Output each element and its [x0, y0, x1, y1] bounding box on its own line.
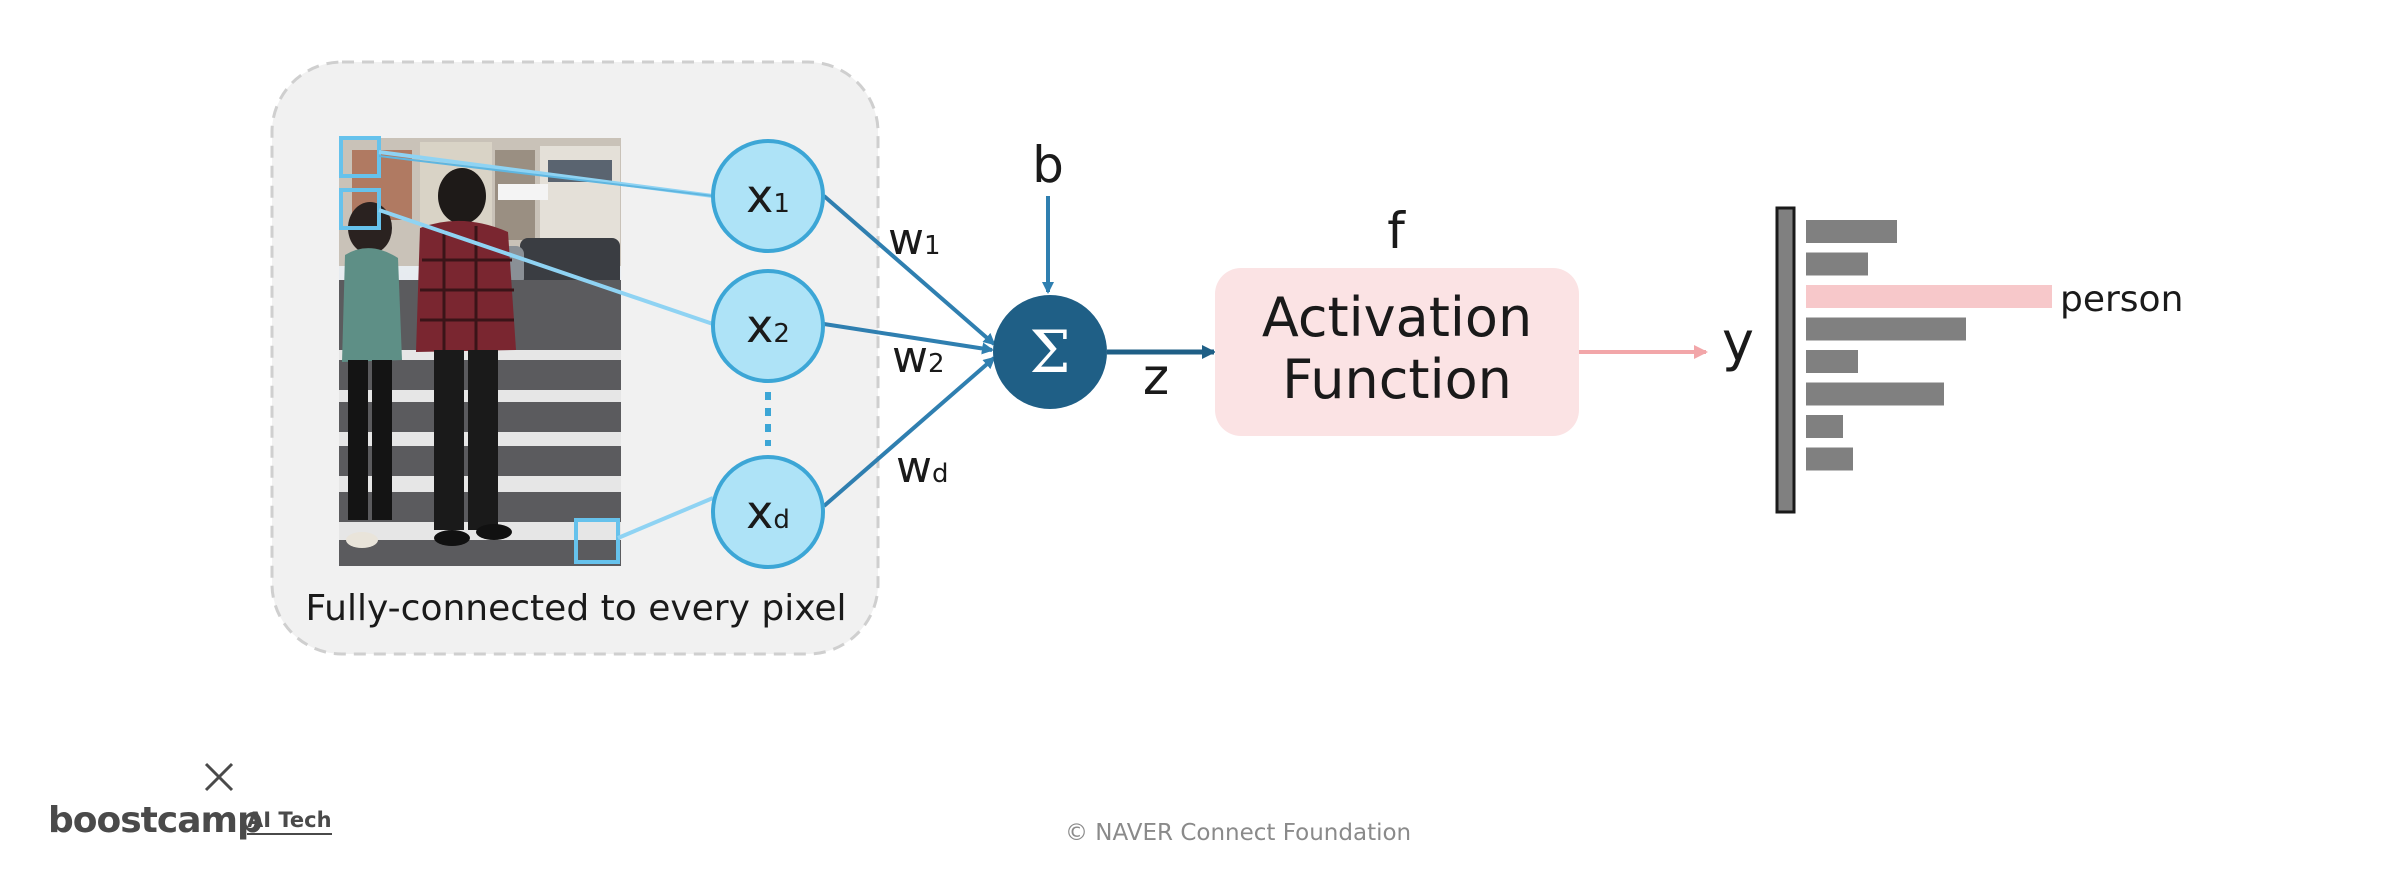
brand-logo-sub: AI Tech [247, 808, 332, 835]
pixel-box-2 [339, 188, 381, 230]
f-label: f [1387, 202, 1406, 260]
y-label: y [1722, 310, 1754, 373]
input-d-sub: d [773, 505, 790, 535]
svg-text:x2: x2 [746, 299, 790, 353]
street-photo [339, 138, 621, 566]
weight-label-2: w2 [892, 332, 945, 383]
brand-x-icon [204, 762, 234, 792]
output-bar [1806, 415, 1843, 438]
output-bar [1806, 220, 1897, 243]
bias-label: b [1032, 136, 1064, 194]
input-1-sub: 1 [773, 189, 790, 219]
pixel-link-2 [378, 208, 714, 326]
person-label: person [2060, 279, 2183, 320]
activation-line-1: Activation [1262, 286, 1532, 349]
output-bar [1806, 252, 1868, 276]
activation-box [1215, 268, 1579, 436]
pixel-link-2b [378, 155, 714, 197]
activation-line-2: Function [1282, 348, 1512, 411]
input-1-base: x [746, 169, 773, 223]
z-label: z [1143, 348, 1169, 406]
weight-arrow-1 [822, 194, 996, 346]
sum-symbol: Σ [1029, 318, 1070, 386]
output-bar [1806, 382, 1944, 406]
brand-logo-text: boostcamp [48, 800, 263, 841]
svg-text:x1: x1 [746, 169, 790, 223]
input-2-base: x [746, 299, 773, 353]
group-caption: Fully-connected to every pixel [305, 588, 846, 629]
pixel-box-d [574, 518, 620, 564]
output-bar [1806, 317, 1966, 341]
input-node-2: x2 [711, 269, 825, 383]
output-bar [1806, 350, 1858, 373]
output-bar [1806, 447, 1853, 471]
svg-text:xd: xd [746, 485, 790, 539]
copyright: © NAVER Connect Foundation [1065, 820, 1412, 846]
output-bars [1806, 220, 2052, 471]
weight-label-d: wd [896, 442, 949, 493]
input-node-1: x1 [711, 139, 825, 253]
input-d-base: x [746, 485, 773, 539]
weight-arrow-d [822, 356, 996, 508]
pixel-link-d [617, 496, 714, 540]
output-bar-person [1806, 285, 2052, 308]
weight-arrow-2 [823, 322, 994, 355]
sum-node: Σ [993, 295, 1107, 409]
input-2-sub: 2 [773, 319, 790, 349]
input-node-d: xd [711, 455, 825, 569]
output-vector-axis [1775, 206, 1796, 514]
weight-label-1: w1 [888, 214, 941, 265]
